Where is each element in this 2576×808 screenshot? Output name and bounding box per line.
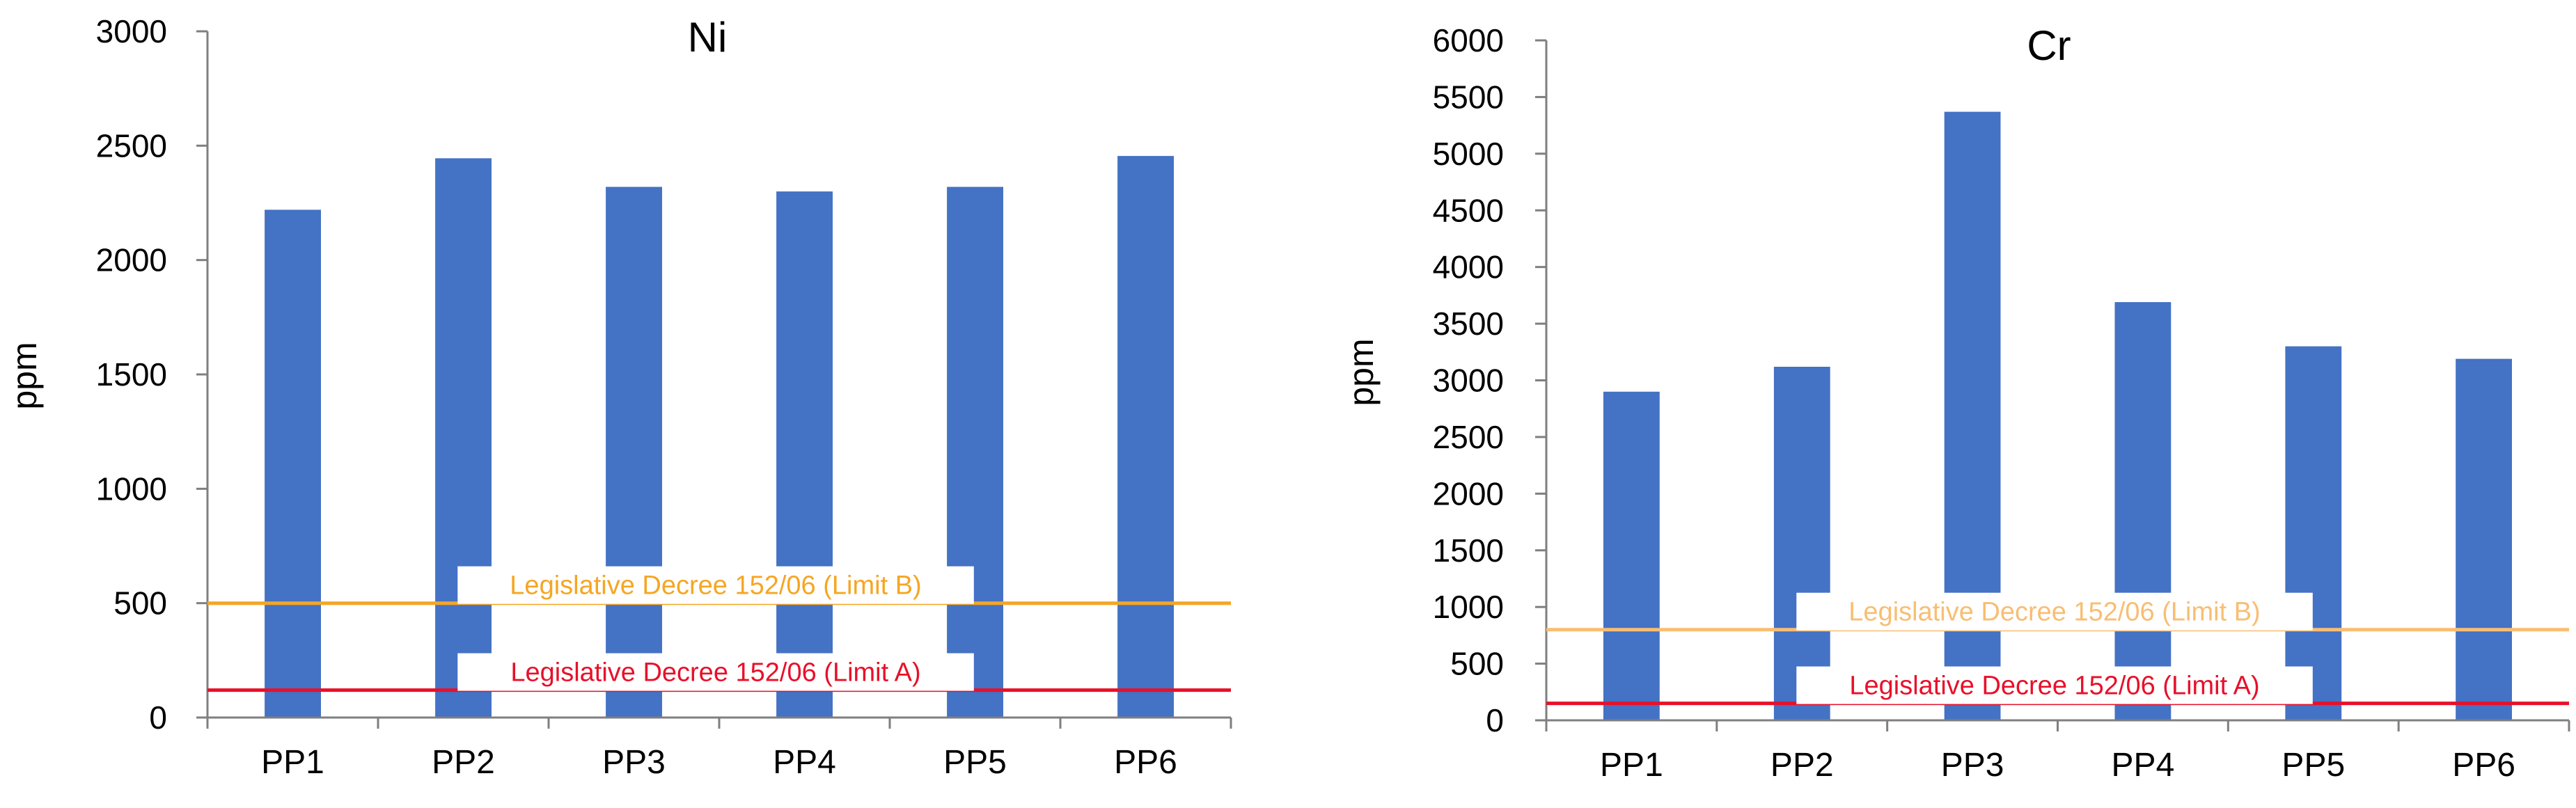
reference-label-bg [1796, 592, 2313, 631]
y-tick-label: 1000 [1433, 589, 1504, 625]
x-tick-label-pp6: PP6 [1114, 744, 1177, 781]
y-tick-label: 2500 [1433, 419, 1504, 455]
y-tick-label: 1500 [1433, 532, 1504, 569]
x-tick-label-pp1: PP1 [261, 744, 324, 781]
bar-pp1 [1603, 391, 1660, 720]
y-tick-label: 0 [1486, 702, 1504, 738]
y-tick-label: 2000 [96, 242, 167, 278]
reference-label-limit-b: Legislative Decree 152/06 (Limit B) [510, 571, 921, 601]
reference-label-limit-a: Legislative Decree 152/06 (Limit A) [1849, 672, 2259, 701]
y-axis-label: ppm [5, 342, 44, 409]
y-tick-label: 5000 [1433, 136, 1504, 172]
bar-pp6 [1117, 156, 1174, 718]
y-tick-label: 1000 [96, 470, 167, 507]
bar-pp1 [265, 209, 321, 718]
bar-pp2 [435, 158, 492, 718]
reference-label-limit-b: Legislative Decree 152/06 (Limit B) [1848, 598, 2260, 627]
y-tick-label: 2500 [96, 127, 167, 164]
y-tick-label: 4000 [1433, 249, 1504, 285]
chart-title: Cr [2027, 22, 2071, 69]
y-tick-label: 2000 [1433, 475, 1504, 512]
y-tick-label: 1500 [96, 356, 167, 393]
bar-pp4 [2114, 302, 2171, 721]
y-axis-label: ppm [1342, 338, 1381, 406]
bar-pp3 [606, 187, 662, 718]
y-tick-label: 3000 [1433, 363, 1504, 399]
reference-label-bg [457, 653, 974, 691]
y-tick-label: 3500 [1433, 306, 1504, 342]
chart-panel-2: 0 500 1000 1500 2000 2500 3000 3500 4000 4500 5000… [1342, 22, 2570, 784]
y-tick-label: 5500 [1433, 79, 1504, 115]
y-tick-label: 500 [113, 585, 167, 621]
chart-panel-1: 0 500 1000 1500 2000 2500 3000 PP1 PP2 PP3 PP4 PP5 P… [5, 13, 1232, 781]
chart-title: Ni [688, 14, 728, 61]
x-tick-label-pp4: PP4 [773, 744, 836, 781]
x-tick-label-pp6: PP6 [2452, 747, 2515, 784]
bar-pp5 [2285, 346, 2342, 721]
y-tick-label: 500 [1450, 646, 1504, 682]
x-tick-label-pp5: PP5 [2282, 747, 2345, 784]
x-tick-label-pp2: PP2 [1770, 747, 1834, 784]
x-tick-label-pp3: PP3 [1941, 747, 2004, 784]
reference-label-bg [457, 566, 974, 604]
bar-pp5 [947, 187, 1003, 718]
y-tick-label: 4500 [1433, 192, 1504, 228]
reference-label-limit-a: Legislative Decree 152/06 (Limit A) [510, 658, 920, 688]
y-tick-label: 0 [149, 699, 167, 736]
x-tick-label-pp1: PP1 [1600, 747, 1663, 784]
y-tick-label: 6000 [1433, 22, 1504, 58]
x-tick-label-pp4: PP4 [2112, 747, 2175, 784]
x-tick-label-pp3: PP3 [602, 744, 666, 781]
reference-label-bg [1796, 666, 2313, 704]
y-tick-label: 3000 [96, 13, 167, 49]
x-tick-label-pp5: PP5 [943, 744, 1007, 781]
bar-pp4 [776, 191, 833, 718]
bar-pp2 [1773, 367, 1830, 720]
x-tick-label-pp2: PP2 [432, 744, 495, 781]
bar-pp6 [2456, 358, 2512, 720]
